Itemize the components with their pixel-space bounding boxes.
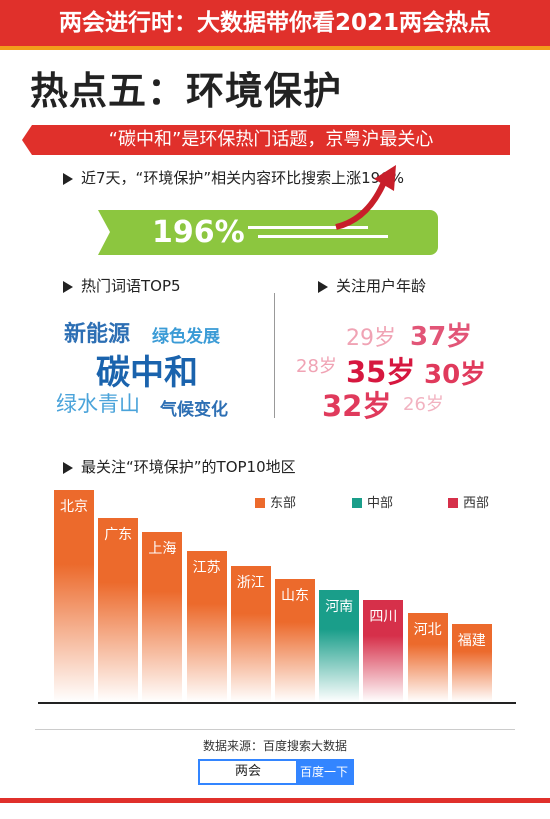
- ages-section-text: 关注用户年龄: [336, 277, 427, 295]
- bar-山东: [275, 579, 315, 702]
- age-item: 29岁: [346, 326, 396, 351]
- page-heading: 热点五：环境保护: [30, 69, 343, 113]
- age-item: 26岁: [403, 394, 444, 415]
- speed-line: [258, 235, 388, 238]
- growth-section-title: 近7天，“环境保护”相关内容环比搜索上涨196%: [63, 167, 404, 188]
- header-accent-strip: [0, 46, 550, 50]
- growth-section-text: 近7天，“环境保护”相关内容环比搜索上涨196%: [81, 169, 404, 187]
- bar-label: 广东: [104, 526, 133, 543]
- bar-label: 山东: [281, 588, 309, 605]
- header-title: 两会进行时：大数据带你看2021两会热点: [58, 10, 491, 36]
- bar-四川: [363, 600, 404, 702]
- bar-label: 四川: [369, 609, 398, 626]
- header-bar: 两会进行时：大数据带你看2021两会热点: [0, 0, 550, 50]
- bar-北京: [54, 490, 94, 702]
- bar-label: 河南: [325, 598, 354, 615]
- keywords-section-text: 热门词语TOP5: [81, 277, 181, 295]
- banner-text: “碳中和”是环保热门话题，京粤沪最关心: [108, 129, 434, 150]
- chart-baseline: [38, 702, 516, 704]
- legend-item-west: 西部: [448, 492, 489, 511]
- legend-swatch: [448, 498, 458, 508]
- column-divider: [274, 293, 275, 418]
- bar-label: 福建: [457, 632, 486, 649]
- bar-label: 浙江: [236, 575, 265, 592]
- source-text: 数据来源：百度搜索大数据: [202, 739, 347, 753]
- speed-line: [248, 226, 368, 229]
- footer-bar: [0, 798, 550, 803]
- keywords-section-title: 热门词语TOP5: [63, 275, 181, 296]
- bar-label: 河北: [413, 621, 442, 638]
- age-item: 28岁: [296, 356, 337, 377]
- legend-swatch: [255, 498, 265, 508]
- search-button[interactable]: 百度一下: [296, 761, 352, 783]
- legend-label: 西部: [463, 496, 490, 511]
- bar-上海: [142, 532, 183, 702]
- triangle-icon: [318, 280, 328, 293]
- bar-notch: [98, 210, 110, 255]
- triangle-icon: [63, 280, 73, 293]
- triangle-icon: [63, 172, 73, 185]
- regions-section-text: 最关注“环境保护”的TOP10地区: [81, 458, 296, 476]
- age-item: 37岁: [410, 322, 473, 352]
- legend-label: 中部: [367, 496, 394, 511]
- legend-swatch: [352, 498, 362, 508]
- age-item: 32岁: [322, 389, 392, 423]
- bar-浙江: [230, 566, 271, 702]
- up-arrow-icon: [335, 165, 396, 230]
- bar-河南: [319, 589, 360, 702]
- growth-bar: 196%: [98, 210, 438, 255]
- bar-label: 上海: [148, 541, 177, 558]
- bar-广东: [98, 517, 139, 702]
- keyword-item: 绿水青山: [56, 392, 140, 416]
- growth-value: 196%: [152, 215, 245, 250]
- ages-section-title: 关注用户年龄: [318, 275, 426, 296]
- keyword-item: 绿色发展: [152, 327, 220, 347]
- keyword-item: 气候变化: [160, 400, 228, 420]
- bar-江苏: [186, 551, 227, 702]
- age-item: 35岁: [346, 355, 416, 389]
- bar-label: 江苏: [192, 560, 221, 577]
- keyword-item: 新能源: [64, 322, 131, 347]
- highlight-banner: “碳中和”是环保热门话题，京粤沪最关心: [22, 125, 510, 155]
- keyword-item: 碳中和: [96, 353, 198, 393]
- legend-item-east: 东部: [255, 492, 296, 511]
- search-input[interactable]: 两会: [234, 764, 261, 779]
- age-item: 30岁: [424, 360, 487, 390]
- bar-福建: [451, 623, 492, 702]
- search-box: 两会 百度一下: [198, 759, 354, 785]
- legend-item-central: 中部: [352, 492, 393, 511]
- source-divider: [35, 729, 515, 730]
- bar-label: 北京: [60, 499, 88, 515]
- regions-section-title: 最关注“环境保护”的TOP10地区: [63, 456, 296, 477]
- legend-label: 东部: [270, 496, 297, 511]
- triangle-icon: [63, 461, 73, 474]
- bar-河北: [407, 612, 448, 702]
